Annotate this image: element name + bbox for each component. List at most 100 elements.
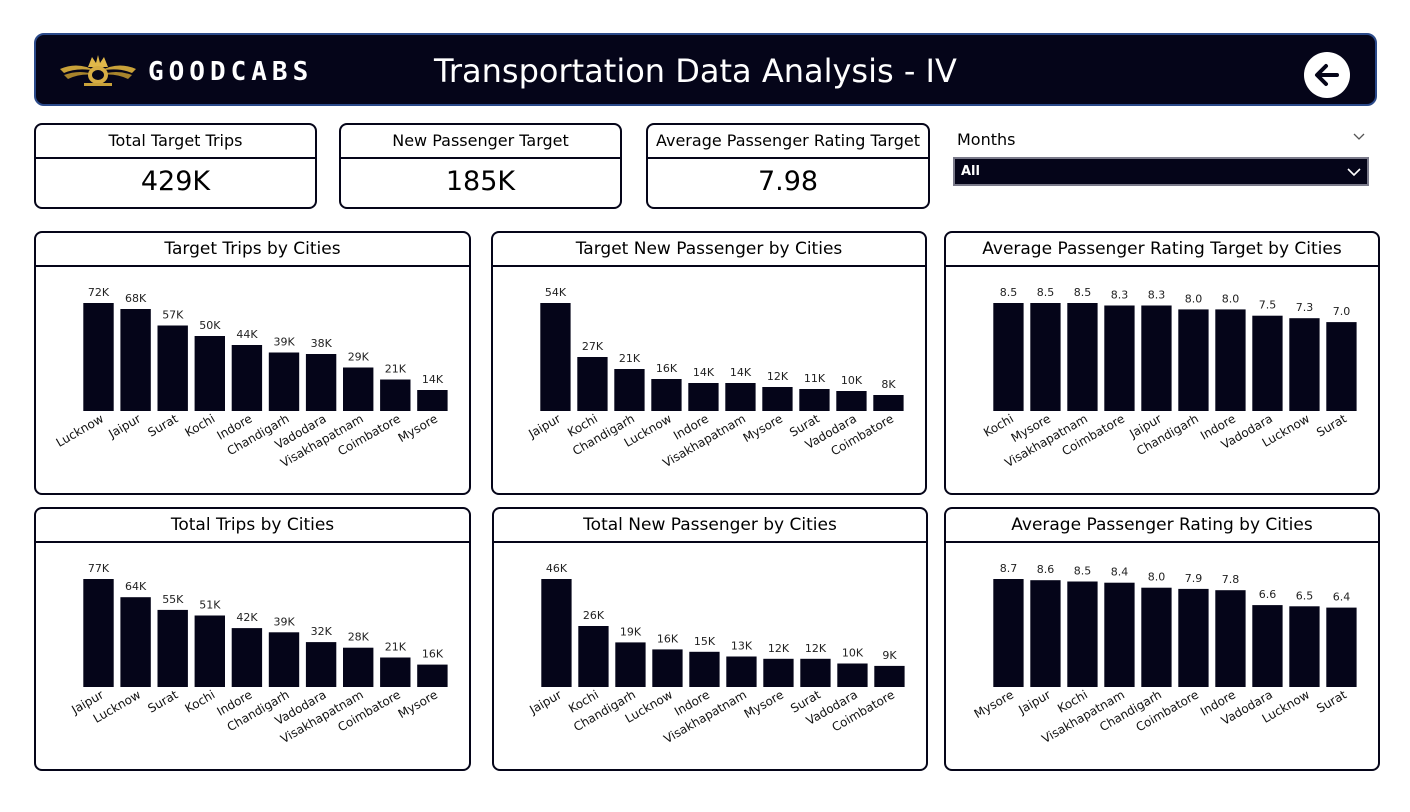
bar-indore[interactable] [1215,590,1246,687]
bar-lucknow[interactable] [1289,318,1320,411]
data-label: 6.6 [1259,588,1277,601]
data-label: 6.4 [1333,591,1351,604]
bar-kochi[interactable] [578,626,609,687]
data-label: 57K [162,309,184,322]
bar-kochi[interactable] [194,615,225,688]
kpi-label: Average Passenger Rating Target [648,125,928,159]
bar-lucknow[interactable] [651,379,682,411]
data-label: 13K [731,640,753,653]
bar-kochi[interactable] [577,357,608,411]
bar-coimbatore[interactable] [873,395,904,411]
bar-vadodara[interactable] [1252,315,1283,411]
bar-chart: 8.5Kochi8.5Mysore8.5Visakhapatnam8.3Coim… [981,286,1357,470]
category-label: Surat [1314,411,1349,439]
bar-vadodara[interactable] [837,663,868,688]
data-label: 12K [768,642,790,655]
bar-indore[interactable] [231,345,263,411]
bar-chandigarh[interactable] [268,632,300,687]
data-label: 8.7 [1000,562,1018,575]
bar-visakhapatnam[interactable] [343,647,374,687]
bar-surat[interactable] [157,609,188,687]
data-label: 21K [385,363,407,376]
bar-indore[interactable] [1215,309,1246,411]
bar-mysore[interactable] [993,579,1024,687]
kpi-value: 429K [140,166,211,197]
bar-kochi[interactable] [194,336,225,411]
data-label: 9K [882,649,897,662]
data-label: 29K [348,351,370,364]
bar-kochi[interactable] [993,303,1024,411]
bar-indore[interactable] [688,383,719,411]
data-label: 39K [273,615,295,628]
data-label: 27K [582,340,604,353]
data-label: 15K [694,635,716,648]
bar-lucknow[interactable] [1289,606,1320,687]
bar-surat[interactable] [800,658,831,687]
chart-panel-total-trips: Total Trips by Cities 77K Jaipur 64K Luckno… [34,507,471,771]
months-dropdown[interactable]: All [953,157,1369,186]
data-label: 72K [88,286,110,299]
data-label: 55K [162,593,184,606]
bar-mysore[interactable] [763,658,794,687]
bar-chandigarh[interactable] [1141,587,1172,687]
bar-visakhapatnam[interactable] [726,656,757,688]
bar-chandigarh[interactable] [614,369,645,411]
bar-lucknow[interactable] [120,597,151,687]
bar-coimbatore[interactable] [1104,305,1135,412]
data-label: 14K [730,366,752,379]
data-label: 68K [125,292,147,305]
bar-lucknow[interactable] [652,649,683,687]
kpi-total-target-trips: Total Target Trips 429K [34,123,317,209]
bar-surat[interactable] [1326,322,1357,411]
bar-surat[interactable] [799,389,830,411]
bar-jaipur[interactable] [83,579,114,687]
bar-visakhapatnam[interactable] [725,383,756,411]
bar-jaipur[interactable] [120,309,151,411]
bar-chandigarh[interactable] [615,642,646,687]
months-slicer-label: Months [957,130,1016,149]
data-label: 11K [804,372,826,385]
bar-kochi[interactable] [1067,581,1098,688]
bar-coimbatore[interactable] [874,665,905,687]
bar-jaipur[interactable] [1030,580,1061,687]
bar-chandigarh[interactable] [1178,309,1209,411]
data-label: 16K [656,362,678,375]
category-label: Jaipur [525,411,563,441]
bar-lucknow[interactable] [83,303,114,411]
data-label: 12K [805,642,827,655]
bar-jaipur[interactable] [540,303,571,411]
bar-vadodara[interactable] [305,354,337,411]
data-label: 6.5 [1296,589,1314,602]
bar-mysore[interactable] [417,664,448,687]
chart-title: Target Trips by Cities [36,233,469,267]
chart-panel-rating-target: Average Passenger Rating Target by Citie… [944,231,1380,495]
bar-chandigarh[interactable] [268,352,300,412]
bar-indore[interactable] [689,651,720,687]
category-label: Mysore [396,687,440,721]
bar-surat[interactable] [157,325,188,412]
bar-mysore[interactable] [417,390,448,411]
bar-visakhapatnam[interactable] [343,367,374,412]
bar-chart: 8.7Mysore8.6Jaipur8.5Kochi8.4Visakhapatn… [972,562,1357,746]
bar-vadodara[interactable] [305,642,337,687]
bar-jaipur[interactable] [1141,305,1172,412]
bar-surat[interactable] [1326,607,1357,687]
bar-vadodara[interactable] [1252,605,1283,687]
bar-coimbatore[interactable] [1178,588,1209,687]
bar-visakhapatnam[interactable] [1104,582,1135,687]
kpi-value: 7.98 [757,166,819,197]
bar-indore[interactable] [231,628,263,687]
bar-mysore[interactable] [1030,303,1061,411]
chevron-down-icon[interactable] [1352,130,1366,144]
back-button[interactable] [1304,52,1350,98]
bar-mysore[interactable] [762,387,793,411]
bar-vadodara[interactable] [836,391,867,411]
bar-jaipur[interactable] [541,579,572,687]
bar-coimbatore[interactable] [380,379,411,412]
bar-visakhapatnam[interactable] [1067,303,1098,411]
data-label: 7.3 [1296,301,1314,314]
category-label: Lucknow [54,411,107,449]
bar-coimbatore[interactable] [380,657,411,688]
data-label: 12K [767,370,789,383]
data-label: 21K [619,352,641,365]
